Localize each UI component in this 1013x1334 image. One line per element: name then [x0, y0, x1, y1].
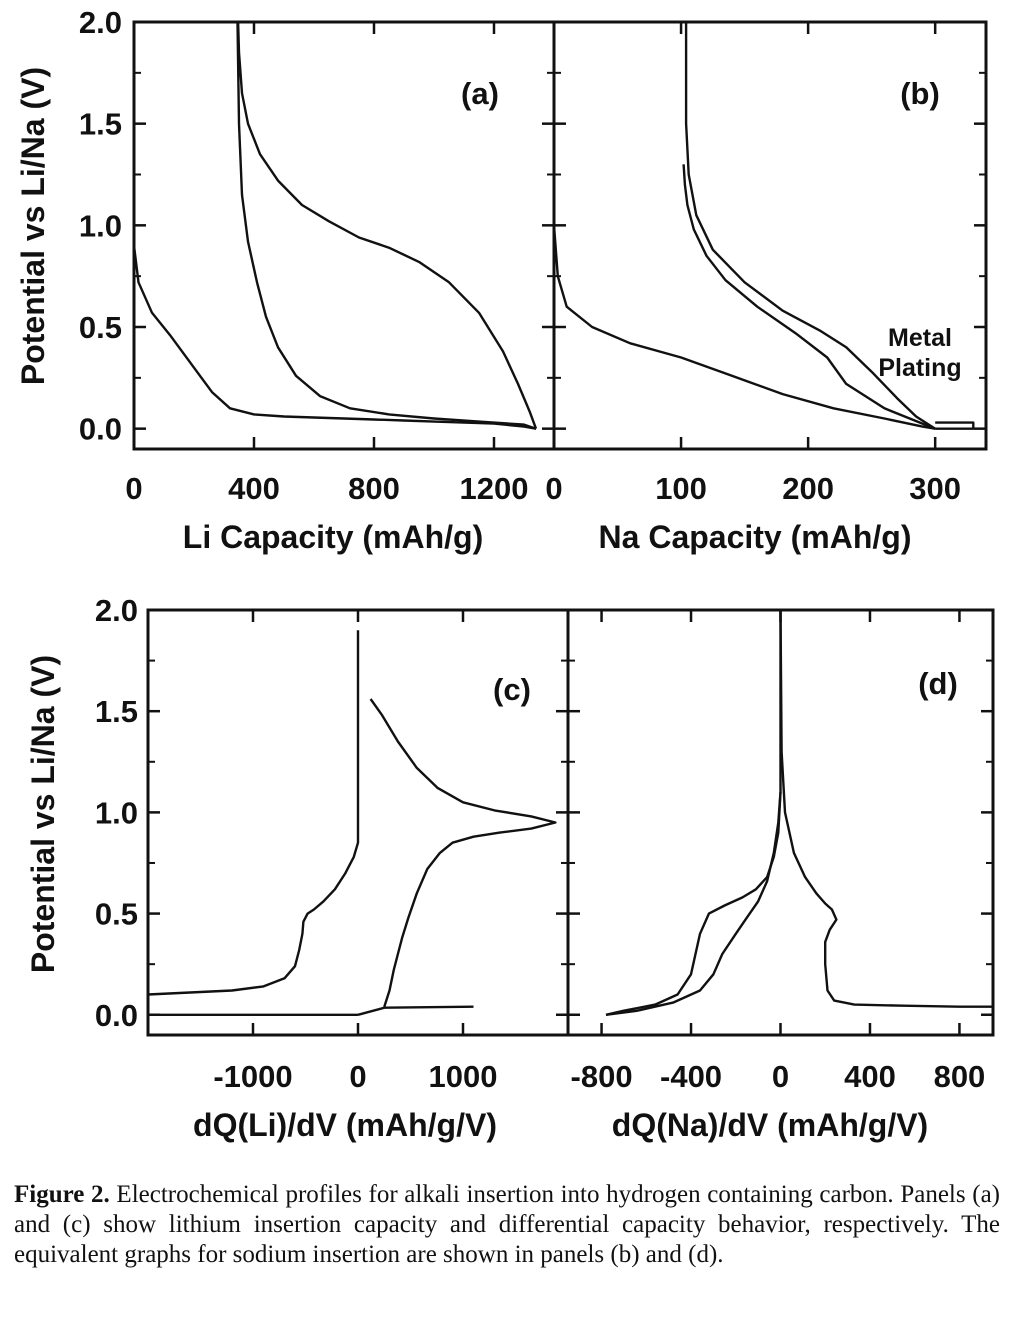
panel-c-ytick-label: 1.0	[95, 795, 138, 830]
figure-2: 0.00.51.01.52.00 400 800 1200 0 100 200 3000.00…	[15, 5, 995, 1143]
panel-b-series-2	[935, 421, 975, 430]
annotation-line: Metal	[888, 324, 952, 352]
panel-label-d: (d)	[918, 666, 958, 701]
panel-d-xtick-label: 800	[934, 1059, 986, 1094]
panel-c-xtick-label: 1000	[429, 1059, 498, 1094]
panel-d-xtick-label: -800	[571, 1059, 633, 1094]
panel-c-ytick-label: 1.5	[95, 694, 138, 729]
panel-c-series-1	[147, 630, 360, 996]
panel-d-xlabel: dQ(Na)/dV (mAh/g/V)	[612, 1107, 928, 1143]
panel-d-series-2	[605, 792, 782, 1016]
panel-a-xtick-label: 1200	[460, 471, 529, 506]
caption-label: Figure 2.	[14, 1181, 110, 1208]
panel-c-ylabel: Potential vs Li/Na (V)	[25, 655, 61, 973]
panel-a-ylabel: Potential vs Li/Na (V)	[15, 67, 51, 385]
panel-c-ytick-label: 0.5	[95, 897, 138, 932]
panel-a-ytick-label: 1.5	[79, 107, 122, 142]
panel-d-series-3	[779, 609, 993, 1008]
panel-d-xtick-label: 0	[772, 1059, 789, 1094]
panel-d-series-1	[605, 610, 782, 1016]
panel-a-ytick-label: 2.0	[79, 5, 122, 40]
panel-a-series-2	[236, 21, 538, 430]
panel-label-c: (c)	[493, 672, 531, 707]
panel-b-xtick-label: 300	[909, 471, 961, 506]
panel-a-ytick-label: 0.0	[79, 412, 122, 447]
panel-c-xlabel: dQ(Li)/dV (mAh/g/V)	[193, 1107, 497, 1143]
caption-text: Electrochemical profiles for alkali inse…	[14, 1181, 1000, 1268]
panel-b-xtick-label: 0	[545, 471, 562, 506]
annotation-line: Plating	[878, 354, 961, 382]
panel-a-xtick-label: 800	[348, 471, 400, 506]
panel-b-xlabel: Na Capacity (mAh/g)	[599, 519, 912, 555]
panel-c-series-4	[369, 698, 557, 1008]
panel-b-series-4	[684, 22, 936, 430]
panel-a-series-3	[236, 21, 537, 430]
panel-c-xtick-label: 0	[349, 1059, 366, 1094]
panel-d-xtick-label: -400	[660, 1059, 722, 1094]
panel-a-ytick-label: 1.0	[79, 208, 122, 243]
panel-c-series-3	[357, 1005, 474, 1016]
panel-a-series-1	[132, 245, 537, 430]
panel-d-xtick-label: 400	[844, 1059, 896, 1094]
panel-b-xtick-label: 100	[655, 471, 707, 506]
panel-label-b: (b)	[900, 76, 940, 111]
panel-b-series-1	[552, 225, 936, 430]
panel-c-ytick-label: 2.0	[95, 593, 138, 628]
panel-a-xtick-label: 400	[228, 471, 280, 506]
panel-a-xlabel: Li Capacity (mAh/g)	[183, 519, 483, 555]
panel-c-ytick-label: 0.0	[95, 998, 138, 1033]
panel-c-xtick-label: -1000	[213, 1059, 292, 1094]
figure-caption: Figure 2. Electrochemical profiles for a…	[14, 1180, 1000, 1270]
panel-a-xtick-label: 0	[125, 471, 142, 506]
panel-b-xtick-label: 200	[782, 471, 834, 506]
panel-label-a: (a)	[461, 76, 499, 111]
panel-a-ytick-label: 0.5	[79, 310, 122, 345]
panel-b-series-3	[682, 164, 936, 430]
metal-plating-annotation: Metal Plating	[878, 324, 961, 382]
